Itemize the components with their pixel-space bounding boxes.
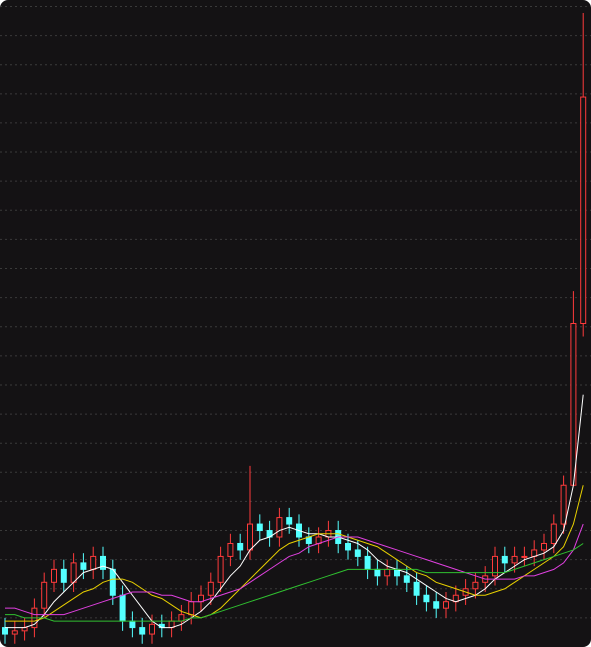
candle-body (541, 542, 547, 551)
candle-body (384, 568, 391, 577)
candle-body (70, 562, 77, 583)
candle-body (521, 555, 528, 558)
candle-body (149, 623, 155, 635)
candle-body (492, 555, 498, 577)
candle-body (550, 523, 557, 544)
candle-body (2, 627, 8, 635)
candle-body (403, 575, 410, 583)
candle-body (109, 568, 116, 596)
candle-body (374, 568, 381, 577)
candle-body (345, 542, 351, 551)
candle-body (354, 549, 361, 557)
ma-line (5, 485, 584, 622)
candle-body (580, 96, 587, 324)
candle-body (100, 555, 106, 570)
candle-body (511, 555, 518, 564)
candle-body (364, 555, 371, 570)
candle-body (60, 568, 67, 583)
candle-body (560, 484, 567, 525)
candle-body (570, 323, 577, 486)
candle-body (413, 581, 420, 596)
candle-body (139, 627, 146, 635)
candle-body (247, 523, 253, 551)
candle-body (188, 601, 195, 616)
candle-body (51, 568, 57, 583)
ma-line (5, 394, 584, 629)
candle-body (129, 620, 136, 629)
candle-body (423, 594, 430, 603)
candle-body (11, 630, 18, 635)
candle-body (433, 601, 440, 609)
candle-body (80, 562, 87, 570)
candle-body (119, 594, 126, 622)
candle-body (443, 601, 449, 609)
candle-body (227, 542, 234, 557)
ma-line (5, 523, 584, 616)
candle-body (41, 581, 48, 609)
candle-body (501, 555, 508, 564)
ma-line (5, 543, 584, 622)
candle-body (276, 517, 283, 538)
candle-body (256, 523, 263, 532)
candle-body (217, 555, 224, 583)
candle-body (472, 581, 479, 590)
candle-body (90, 555, 97, 570)
candle-body (286, 517, 293, 525)
candle-body (207, 581, 214, 596)
candle-body (237, 542, 244, 551)
